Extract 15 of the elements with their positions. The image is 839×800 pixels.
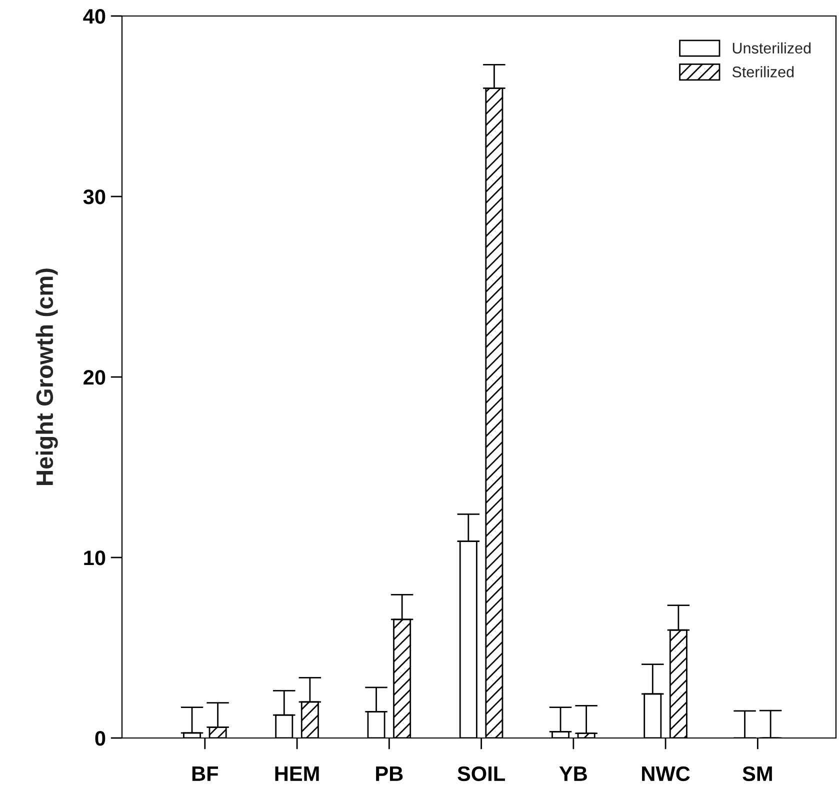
- x-tick-label: BF: [192, 766, 218, 781]
- y-tick-label: 20: [84, 370, 106, 385]
- y-axis-title: Height Growth (cm): [36, 268, 58, 485]
- x-tick-label: PB: [376, 766, 403, 781]
- y-tick-label: 10: [84, 550, 106, 566]
- x-tick-label: YB: [559, 766, 587, 781]
- y-tick-label: 30: [83, 190, 106, 204]
- x-tick-label: SOIL: [458, 766, 505, 782]
- x-tick-label: NWC: [642, 766, 690, 782]
- legend-label: Sterilized: [732, 66, 794, 78]
- y-tick-label: 0: [95, 731, 106, 746]
- y-tick-label: 40: [83, 9, 106, 24]
- legend-label: Unsterilized: [732, 42, 811, 54]
- x-tick-label: SM: [742, 766, 772, 782]
- x-tick-label: HEM: [275, 766, 319, 781]
